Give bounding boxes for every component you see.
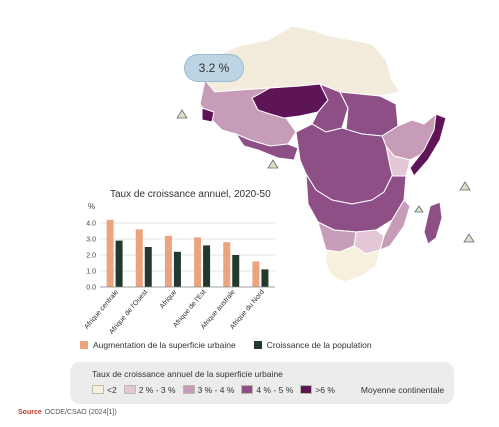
map-madagascar [423, 201, 443, 245]
legend-label-population: Croissance de la population [266, 340, 372, 350]
y-tick-label: 2.0 [86, 253, 96, 260]
scale-swatch [241, 385, 254, 394]
island-marker [176, 109, 188, 119]
island-marker [267, 159, 279, 169]
y-tick-label: 3.0 [86, 237, 96, 244]
x-tick-label: Afrique [159, 289, 179, 311]
continental-average-bubble: 3.2 % [184, 54, 244, 82]
legend-swatch-population [253, 341, 262, 349]
scale-swatch [123, 385, 136, 394]
scale-label: 3 % - 4 % [197, 384, 235, 395]
scale-item-3to4: 3 % - 4 % [182, 384, 235, 395]
source-label: Source [18, 409, 42, 416]
source-text: OCDE/CSAO (2024[1]) [44, 409, 117, 416]
bar-surface [223, 242, 231, 287]
y-tick-label: 0.0 [86, 285, 96, 292]
scale-swatch [92, 385, 104, 394]
y-tick-label: 4.0 [86, 221, 96, 228]
y-axis-label: % [88, 202, 96, 211]
scale-items: <2 2 % - 3 % 3 % - 4 % 4 % - 5 % >6 % Mo… [92, 384, 444, 395]
chart-title: Taux de croissance annuel, 2020-50 [110, 189, 271, 200]
scale-swatch [182, 385, 195, 394]
bar-population [173, 251, 181, 287]
scale-title: Taux de croissance annuel de la superfic… [92, 369, 283, 379]
map-scale-legend: Taux de croissance annuel de la superfic… [70, 362, 454, 404]
bar-population [115, 240, 123, 287]
island-marker [414, 205, 424, 213]
scale-item-gt6: >6 % [300, 385, 335, 395]
scale-label: 4 % - 5 % [256, 384, 294, 395]
bar-population [261, 269, 269, 287]
continental-average-label: Moyenne continentale [360, 384, 445, 395]
scale-label: <2 [107, 384, 117, 395]
scale-item-lt2: <2 [92, 385, 117, 395]
island-marker [459, 181, 471, 191]
bar-population [203, 245, 211, 287]
island-marker [463, 233, 475, 243]
bar-surface [194, 237, 202, 287]
map-somalia [409, 113, 447, 177]
bar-population [144, 247, 152, 287]
scale-label: >6 % [315, 384, 335, 395]
map-gulf-coast [234, 132, 299, 161]
bar-population [232, 255, 240, 287]
bar-surface [252, 261, 260, 287]
bar-surface [135, 229, 143, 287]
map-sudan [339, 91, 399, 137]
scale-item-2to3: 2 % - 3 % [123, 384, 176, 395]
legend-item-population: Croissance de la population [253, 340, 372, 350]
map-south-africa [325, 245, 381, 283]
scale-label: 2 % - 3 % [138, 384, 176, 395]
bar-surface [106, 219, 114, 287]
y-tick-label: 1.0 [86, 269, 96, 276]
legend-swatch-surface [80, 341, 88, 349]
scale-swatch [300, 385, 313, 394]
legend-label-surface: Augmentation de la superficie urbaine [93, 340, 236, 350]
map-westcoast-dark [201, 107, 215, 123]
bar-surface [164, 235, 172, 287]
scale-item-4to5: 4 % - 5 % [241, 385, 293, 395]
legend-item-surface: Augmentation de la superficie urbaine [80, 340, 236, 350]
chart-legend: Augmentation de la superficie urbaine Cr… [80, 340, 372, 350]
source-note: Source OCDE/CSAO (2024[1]) [18, 409, 117, 416]
